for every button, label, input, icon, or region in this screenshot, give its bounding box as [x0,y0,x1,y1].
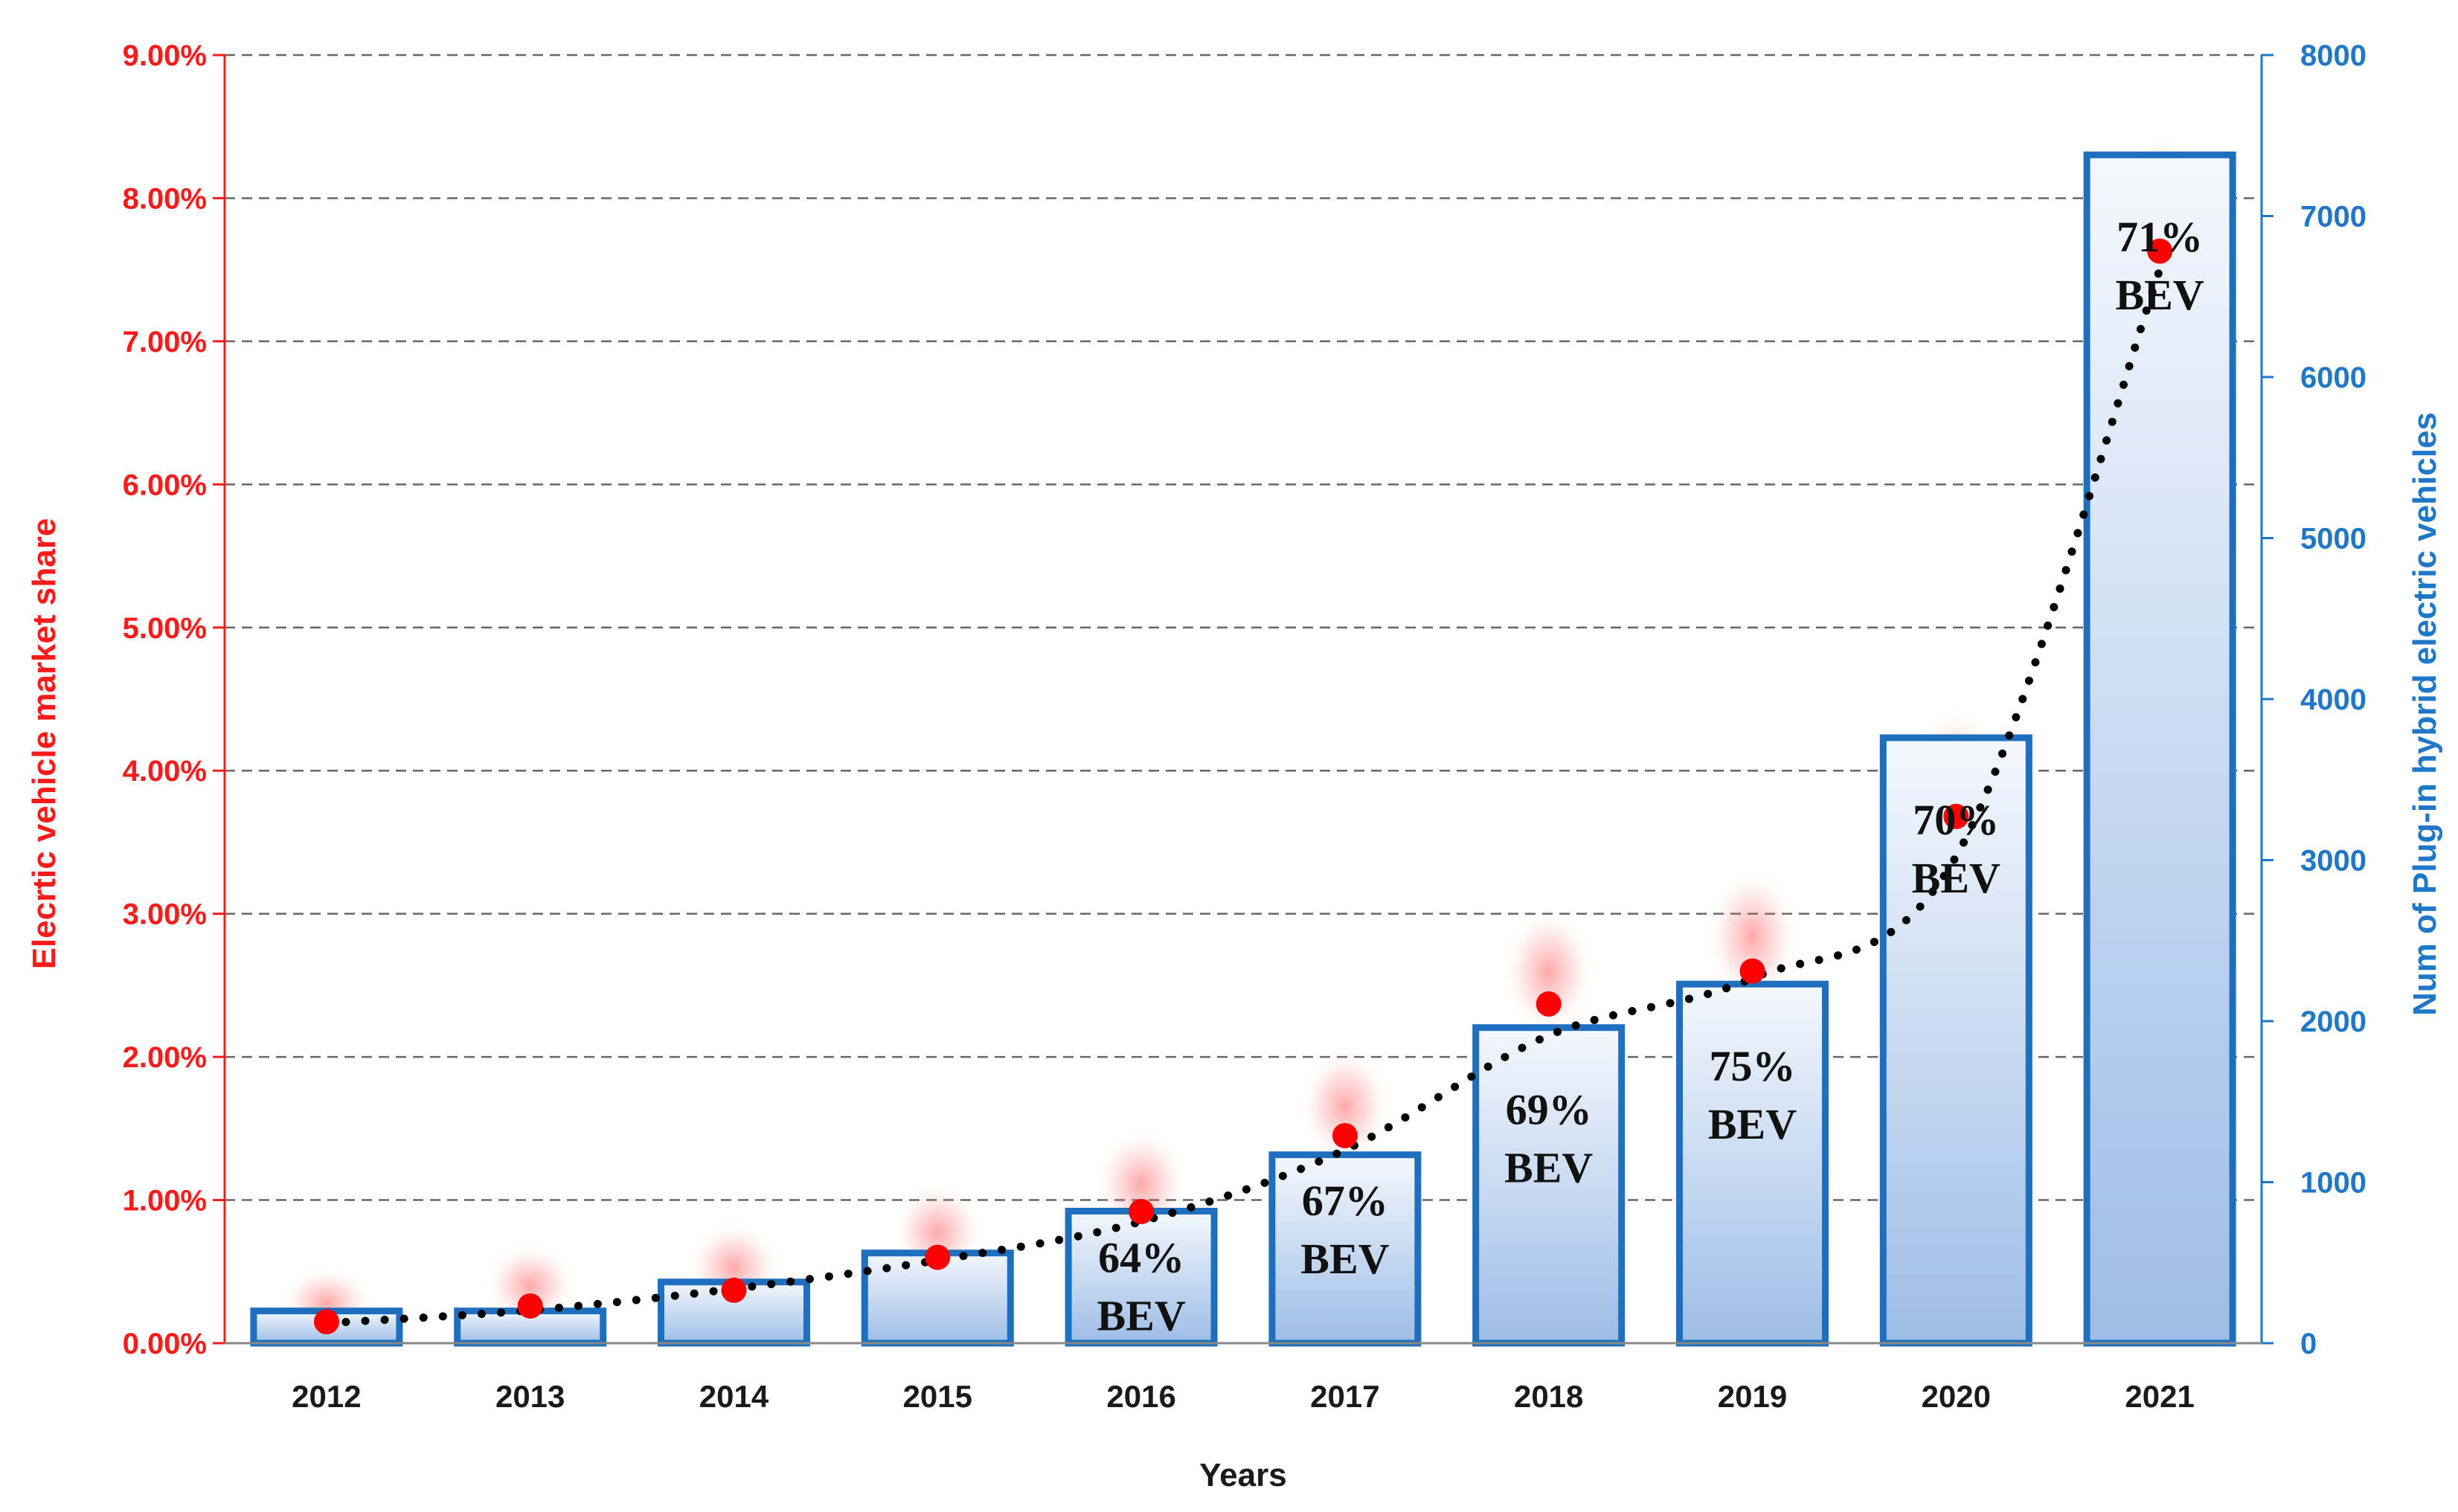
bar-labels: 64% BEV 67% BEV 69% BEV 75% BEV 70% BEV 71% BEV [1097,213,2204,1339]
bar-2020 [1879,734,2032,1347]
x-tick-label: 2016 [1106,1379,1175,1414]
left-tick-label: 5.00% [123,612,207,645]
right-axis-title: Num of Plug-in hybrid electric vehicles [2407,412,2443,1016]
x-tick-label: 2012 [292,1379,361,1414]
bar-label-bev: BEV [1504,1144,1593,1192]
axes: 0.00% 1.00% 2.00% 3.00% 4.00% 5.00% 6.00% 7.00%… [123,39,2366,1414]
bar-label-percent: 71% [2117,213,2203,261]
market-share-point-2020 [1943,803,1969,829]
bar-label-bev: BEV [1708,1100,1797,1148]
bar-2021 [2083,151,2236,1347]
left-tick-label: 0.00% [123,1328,207,1360]
bars [250,151,2236,1347]
market-share-point-2016 [1129,1198,1155,1224]
trend-dotted-line [322,266,2164,1328]
bar-label-percent: 67% [1302,1177,1388,1225]
right-tick-label: 1000 [2300,1167,2366,1200]
x-tick-label: 2020 [1922,1379,1991,1414]
market-share-point-2012 [313,1309,339,1335]
market-share-point-2014 [721,1277,747,1303]
right-tick-label: 0 [2300,1328,2317,1360]
x-tick-label: 2019 [1718,1379,1787,1414]
left-tick-label: 8.00% [123,182,207,215]
right-tick-label: 2000 [2300,1006,2366,1038]
left-tick-label: 6.00% [123,469,207,501]
right-tick-label: 6000 [2300,361,2366,394]
bar-label-percent: 64% [1098,1233,1184,1281]
trend-line [322,266,2164,1328]
x-axis-title: Years [1199,1457,1286,1493]
bar-label-bev: BEV [1912,854,2000,902]
right-tick-label: 4000 [2300,683,2366,716]
bar-label-percent: 75% [1710,1042,1796,1090]
marker-glow [1706,868,1799,1006]
bar-label-percent: 69% [1506,1086,1592,1134]
bar-2016 [1065,1207,1218,1347]
market-share-point-2013 [517,1293,543,1319]
left-tick-label: 7.00% [123,326,207,358]
x-tick-label: 2015 [903,1379,972,1414]
marker-glow [1502,907,1595,1036]
market-share-point-2019 [1739,958,1765,984]
marker-glow [484,1243,577,1327]
right-tick-label: 5000 [2300,523,2366,556]
x-tick-label: 2013 [495,1379,565,1414]
left-tick-label: 4.00% [123,755,207,788]
market-share-point-2018 [1536,991,1562,1017]
right-tick-label: 3000 [2300,845,2366,878]
bar-label-bev: BEV [1300,1235,1389,1283]
right-tick-label: 7000 [2300,201,2366,234]
bar-2017 [1268,1151,1422,1347]
x-tick-label: 2018 [1514,1379,1583,1414]
left-axis-title: Elecrtic vehicle market share [26,518,62,970]
right-tick-label: 8000 [2300,39,2366,72]
left-tick-label: 2.00% [123,1041,207,1074]
market-share-point-2015 [925,1244,951,1270]
left-tick-label: 9.00% [123,39,207,72]
bar-2018 [1472,1024,1626,1347]
left-tick-label: 3.00% [123,898,207,931]
x-tick-label: 2021 [2125,1379,2194,1414]
x-tick-label: 2017 [1310,1379,1379,1414]
market-share-markers [313,238,2173,1335]
left-tick-label: 1.00% [123,1185,207,1217]
bar-2019 [1676,980,1829,1347]
bar-label-percent: 70% [1913,796,1999,844]
x-tick-label: 2014 [699,1379,769,1414]
market-share-point-2021 [2147,238,2173,264]
bar-label-bev: BEV [1097,1291,1185,1339]
market-share-point-2017 [1332,1122,1358,1148]
bar-label-bev: BEV [2115,271,2204,319]
